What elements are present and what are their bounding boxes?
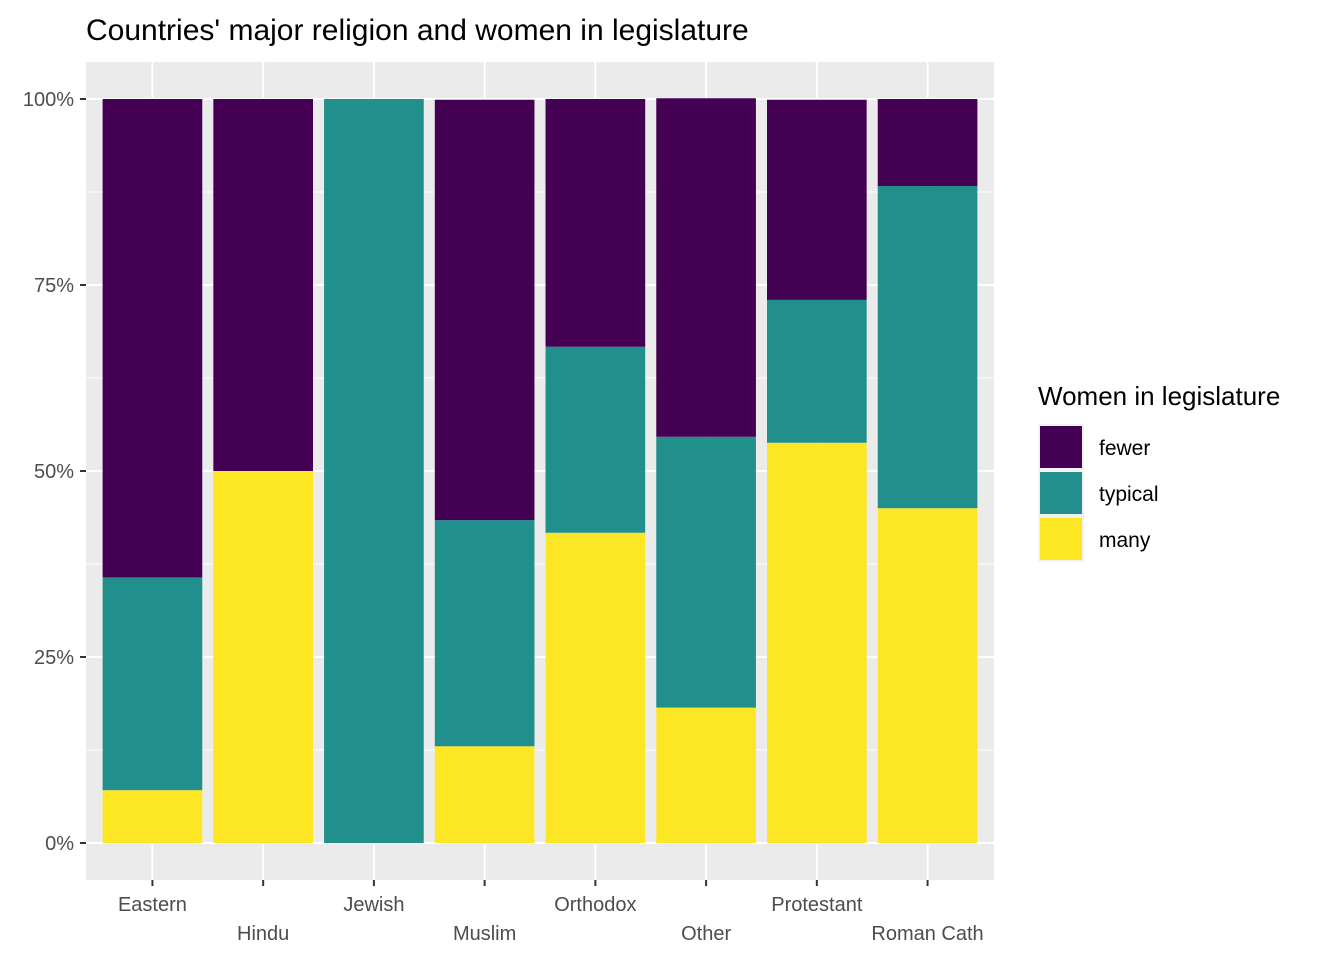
bar-segment-many [102,790,203,843]
legend-swatch-typical [1040,472,1082,514]
x-tick-label: Orthodox [554,894,636,916]
x-tick-label: Hindu [237,923,289,945]
legend-label-typical: typical [1099,483,1159,506]
y-axis: 0% 25% 50% 75% 100% [23,89,86,855]
bar-segment-typical [102,577,203,791]
bar-segment-typical [656,436,756,708]
y-tick-label: 25% [34,647,74,669]
bar-segment-fewer [545,99,646,347]
legend-swatch-many [1040,518,1082,560]
legend-label-fewer: fewer [1099,437,1150,460]
chart-title: Countries' major religion and women in l… [86,14,749,47]
bar-segment-many [545,532,646,843]
legend-title: Women in legislature [1038,381,1280,411]
bar-segment-fewer [213,99,313,471]
x-axis: Eastern Hindu Jewish Muslim Orthodox Other Pro… [118,880,984,945]
bar-segment-typical [545,346,646,533]
x-tick-label: Protestant [771,894,863,916]
x-tick-label: Other [681,923,731,945]
y-tick-label: 100% [23,89,74,111]
bar-segment-many [767,442,867,843]
bar-segment-fewer [102,99,203,578]
bar-segment-typical [767,299,867,443]
bar-segment-many [656,707,756,843]
legend-label-many: many [1099,529,1151,552]
x-tick-label: Jewish [343,894,404,916]
bar-segment-fewer [656,98,756,437]
bar-segment-many [877,508,978,843]
legend: Women in legislature fewer typical many [1038,381,1280,562]
x-tick-label: Muslim [453,923,516,945]
y-tick-label: 0% [45,833,74,855]
y-tick-label: 75% [34,275,74,297]
bar-segment-many [213,471,313,843]
bar-segment-fewer [767,99,867,300]
bar-segment-fewer [434,99,535,521]
y-tick-label: 50% [34,461,74,483]
bar-segment-typical [324,99,424,843]
bar-segment-fewer [877,99,978,187]
x-tick-label: Roman Cath [871,923,983,945]
bar-segment-typical [434,520,535,747]
x-tick-label: Eastern [118,894,187,916]
bar-segment-typical [877,186,978,509]
bars [102,98,978,843]
bar-segment-many [434,746,535,843]
legend-swatch-fewer [1040,426,1082,468]
